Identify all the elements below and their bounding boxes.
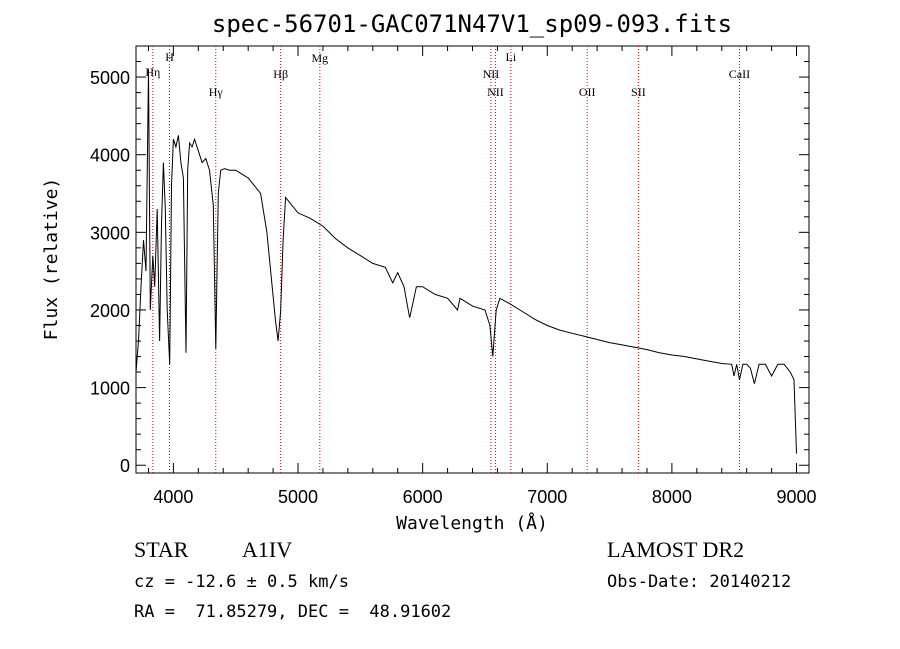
object-subclass: A1IV (242, 537, 293, 562)
y-tick-label: 5000 (90, 68, 130, 88)
spectral-line-label: Hβ (273, 67, 288, 81)
y-tick-label: 0 (120, 456, 130, 476)
plot-frame (135, 45, 810, 474)
y-axis-label: Flux (relative) (41, 178, 62, 341)
y-axis: 0 1000 2000 3000 4000 5000 (90, 61, 809, 476)
spectral-line-label: Mg (311, 51, 328, 65)
y-tick-label: 4000 (90, 146, 130, 166)
spectrum-line (135, 69, 797, 454)
coordinates: RA = 71.85279, DEC = 48.91602 (134, 602, 452, 622)
survey-name: LAMOST DR2 (607, 537, 745, 562)
spectral-line-label: NII (487, 85, 504, 99)
spectral-line-label: Hγ (209, 85, 224, 99)
x-tick-label: 9000 (777, 487, 817, 507)
spectral-line-label: SII (631, 85, 646, 99)
redshift-value: cz = -12.6 ± 0.5 km/s (134, 572, 349, 592)
object-class: STAR (134, 537, 189, 562)
x-tick-label: 4000 (153, 487, 193, 507)
spectral-line-label: NII (483, 67, 500, 81)
observation-date: Obs-Date: 20140212 (607, 572, 792, 592)
x-axis-label: Wavelength (Å) (396, 512, 548, 534)
x-tick-label: 7000 (527, 487, 567, 507)
x-axis: 4000 5000 6000 7000 8000 9000 (147, 46, 817, 507)
spectral-line-label: H (165, 50, 174, 64)
x-tick-label: 5000 (278, 487, 318, 507)
y-tick-label: 3000 (90, 223, 130, 243)
x-tick-label: 8000 (652, 487, 692, 507)
spectral-line-label: CaII (729, 67, 750, 81)
chart-title: spec-56701-GAC071N47V1_sp09-093.fits (212, 10, 732, 38)
spectral-line-markers (152, 46, 740, 473)
y-tick-label: 2000 (90, 301, 130, 321)
y-tick-label: 1000 (90, 379, 130, 399)
x-tick-label: 6000 (403, 487, 443, 507)
spectral-line-labels: Hη H Hγ Hβ Mg NII NII Li OII SII CaII (145, 50, 750, 99)
spectral-line-label: Li (506, 50, 517, 64)
spectral-line-label: OII (579, 85, 596, 99)
spectral-line-label: Hη (145, 65, 160, 79)
